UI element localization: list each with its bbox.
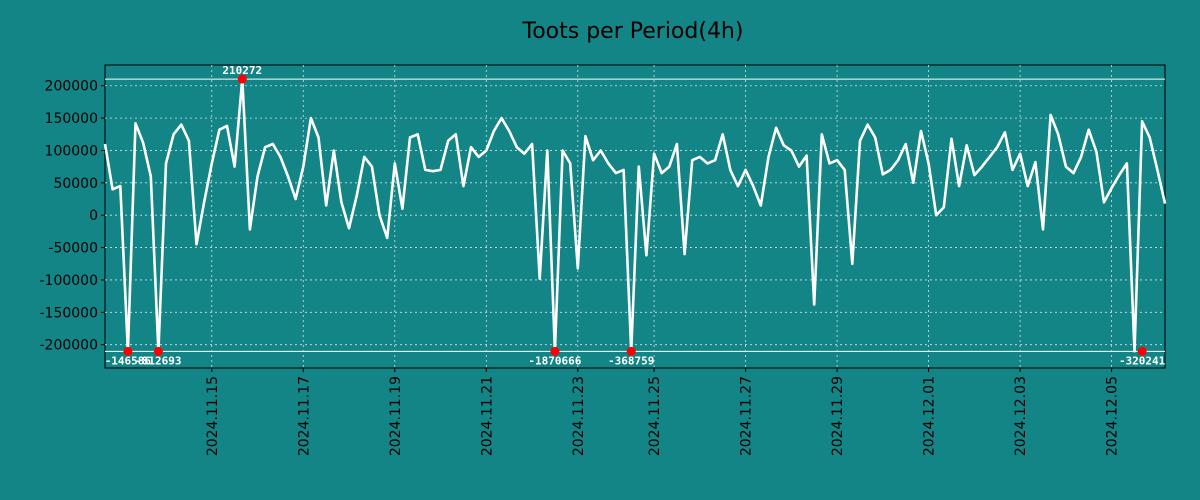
x-tick-label: 2024.11.15 <box>205 376 221 456</box>
plot-area <box>104 64 1166 369</box>
y-tick-label: -100000 <box>40 273 99 289</box>
peak-label: -812693 <box>135 354 181 367</box>
series-line <box>103 77 1167 353</box>
peak-marker <box>626 346 636 356</box>
x-tick-label: 2024.11.27 <box>739 376 755 456</box>
x-tick-label: 2024.11.23 <box>571 376 587 456</box>
y-tick-label: -50000 <box>48 241 98 257</box>
y-tick-label: 200000 <box>45 79 98 95</box>
peak-label: -368759 <box>608 354 654 367</box>
x-tick-label: 2024.11.19 <box>388 376 404 456</box>
x-tick-label: 2024.11.17 <box>296 376 312 456</box>
x-tick-label: 2024.11.25 <box>647 376 663 456</box>
y-tick-label: 150000 <box>45 111 98 127</box>
y-tick-label: -200000 <box>40 338 99 354</box>
peak-marker <box>550 346 560 356</box>
x-tick-label: 2024.12.03 <box>1013 376 1029 456</box>
peak-label: -1870666 <box>528 354 581 367</box>
x-tick-label: 2024.11.29 <box>830 376 846 456</box>
y-axis: 200000 150000 100000 50000 0 -50000 -100000 -15… <box>40 79 105 354</box>
x-tick-label: 2024.12.01 <box>922 376 938 456</box>
annotations: 210272 -146586-812693 -1870666 -368759 -3202… <box>105 64 1166 367</box>
x-axis: 2024.11.15 2024.11.17 2024.11.19 2024.11.21… <box>205 368 1121 456</box>
peak-marker <box>123 346 133 356</box>
series <box>103 77 1167 353</box>
y-tick-label: 100000 <box>45 143 98 159</box>
y-tick-label: -150000 <box>40 305 99 321</box>
x-tick-label: 2024.12.05 <box>1105 376 1121 456</box>
peak-label: -146586 <box>105 354 152 367</box>
peak-label: -320241 <box>1119 354 1166 367</box>
markers <box>123 74 1147 356</box>
chart-title: Toots per Period(4h) <box>522 19 744 44</box>
x-tick-label: 2024.11.21 <box>479 376 495 456</box>
peak-label: 210272 <box>222 64 262 77</box>
peak-marker <box>237 74 247 84</box>
y-tick-label: 50000 <box>53 176 98 192</box>
peak-marker <box>1137 346 1147 356</box>
y-tick-label: 0 <box>89 208 98 224</box>
peak-marker <box>153 346 163 356</box>
